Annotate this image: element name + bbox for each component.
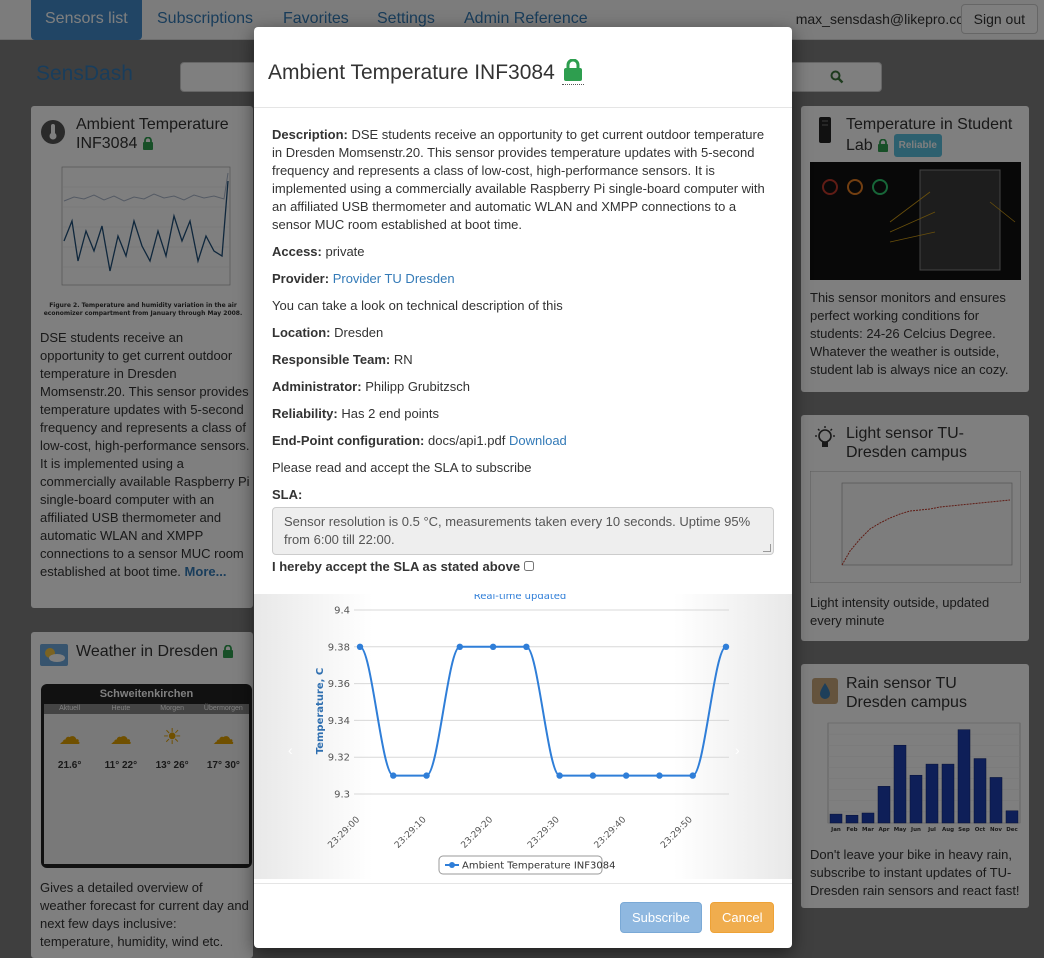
technical-description-note: You can take a look on technical descrip… <box>272 298 563 313</box>
x-tick-label: 23:29:20 <box>460 815 496 851</box>
y-tick-label: 9.32 <box>328 753 350 764</box>
x-tick-label: 23:29:10 <box>393 815 429 851</box>
data-point[interactable] <box>656 772 663 779</box>
legend-series-name: Ambient Temperature INF3084 <box>462 861 615 872</box>
data-point[interactable] <box>523 643 530 650</box>
description-value: DSE students receive an opportunity to g… <box>272 127 765 232</box>
x-tick-label: 23:29:40 <box>593 815 629 851</box>
sla-prompt: Please read and accept the SLA to subscr… <box>272 460 532 475</box>
data-point[interactable] <box>722 643 730 650</box>
chart-subtitle: Real-time updated <box>474 594 567 602</box>
description-label: Description: <box>272 127 348 142</box>
sla-text: Sensor resolution is 0.5 °C, measurement… <box>284 514 751 547</box>
access-value: private <box>325 244 365 259</box>
subscribe-button[interactable]: Subscribe <box>620 902 702 933</box>
y-axis-label: Temperature, C <box>315 668 326 755</box>
data-point[interactable] <box>589 772 597 779</box>
provider-link[interactable]: Provider TU Dresden <box>332 271 455 286</box>
sla-label: SLA: <box>272 487 303 502</box>
data-point[interactable] <box>456 643 464 650</box>
y-tick-label: 9.38 <box>328 642 350 653</box>
modal-header: Ambient Temperature INF3084 <box>254 27 792 108</box>
y-tick-label: 9.4 <box>334 606 350 617</box>
data-point[interactable] <box>489 643 497 650</box>
sla-label-row: SLA: <box>272 486 774 504</box>
location-label: Location: <box>272 325 331 340</box>
endpoint-label: End-Point configuration: <box>272 433 425 448</box>
realtime-chart: ‹ › Real-time updated Temperature, C 9.3… <box>254 591 792 879</box>
y-tick-label: 9.36 <box>328 679 350 690</box>
private-lock-indicator[interactable] <box>562 58 585 85</box>
sla-textarea[interactable]: Sensor resolution is 0.5 °C, measurement… <box>272 507 774 555</box>
y-tick-label: 9.34 <box>328 716 350 727</box>
cancel-button[interactable]: Cancel <box>710 902 775 933</box>
x-tick-label: 23:29:00 <box>326 815 362 851</box>
data-point[interactable] <box>423 772 430 779</box>
administrator-row: Administrator: Philipp Grubitzsch <box>272 378 774 396</box>
data-point[interactable] <box>622 772 630 779</box>
x-tick-label: 23:29:30 <box>526 815 562 851</box>
series-line-ambient-temperature <box>359 645 727 777</box>
modal-footer: Subscribe Cancel <box>254 883 792 948</box>
data-point[interactable] <box>356 643 364 650</box>
download-link[interactable]: Download <box>508 433 567 448</box>
reliability-row: Reliability: Has 2 end points <box>272 405 774 423</box>
administrator-label: Administrator: <box>272 379 362 394</box>
chart-legend[interactable]: Ambient Temperature INF3084 <box>438 855 615 875</box>
accept-sla-row: I hereby accept the SLA as stated above <box>272 559 774 575</box>
lock-icon <box>564 58 583 81</box>
access-row: Access: private <box>272 243 774 261</box>
administrator-value: Philipp Grubitzsch <box>365 379 470 394</box>
location-value: Dresden <box>334 325 384 340</box>
endpoint-row: End-Point configuration: docs/api1.pdf D… <box>272 432 774 450</box>
accept-sla-checkbox[interactable] <box>524 561 535 571</box>
reliability-value: Has 2 end points <box>341 406 439 421</box>
carousel-next-icon[interactable]: › <box>735 742 740 758</box>
access-label: Access: <box>272 244 322 259</box>
legend-marker <box>449 862 455 868</box>
accept-sla-label[interactable]: I hereby accept the SLA as stated above <box>272 559 521 574</box>
data-point[interactable] <box>390 772 397 779</box>
data-point[interactable] <box>689 772 696 779</box>
endpoint-file: docs/api1.pdf <box>428 433 506 448</box>
y-tick-label: 9.3 <box>334 790 350 801</box>
provider-row: Provider: Provider TU Dresden <box>272 270 774 288</box>
location-row: Location: Dresden <box>272 324 774 342</box>
team-label: Responsible Team: <box>272 352 391 367</box>
resize-handle[interactable] <box>763 544 771 552</box>
reliability-label: Reliability: <box>272 406 338 421</box>
team-row: Responsible Team: RN <box>272 351 774 369</box>
carousel-prev-icon[interactable]: ‹ <box>288 742 293 758</box>
x-tick-label: 23:29:50 <box>659 815 695 851</box>
data-point[interactable] <box>556 772 563 779</box>
modal-body: Description: DSE students receive an opp… <box>254 108 792 575</box>
provider-label: Provider: <box>272 271 330 286</box>
modal-title: Ambient Temperature INF3084 <box>268 61 555 84</box>
temperature-line-chart: Real-time updated Temperature, C 9.3 9.32… <box>315 591 730 875</box>
team-value: RN <box>393 352 413 367</box>
sensor-detail-modal: Ambient Temperature INF3084 Description:… <box>254 27 792 948</box>
description-row: Description: DSE students receive an opp… <box>272 126 774 234</box>
